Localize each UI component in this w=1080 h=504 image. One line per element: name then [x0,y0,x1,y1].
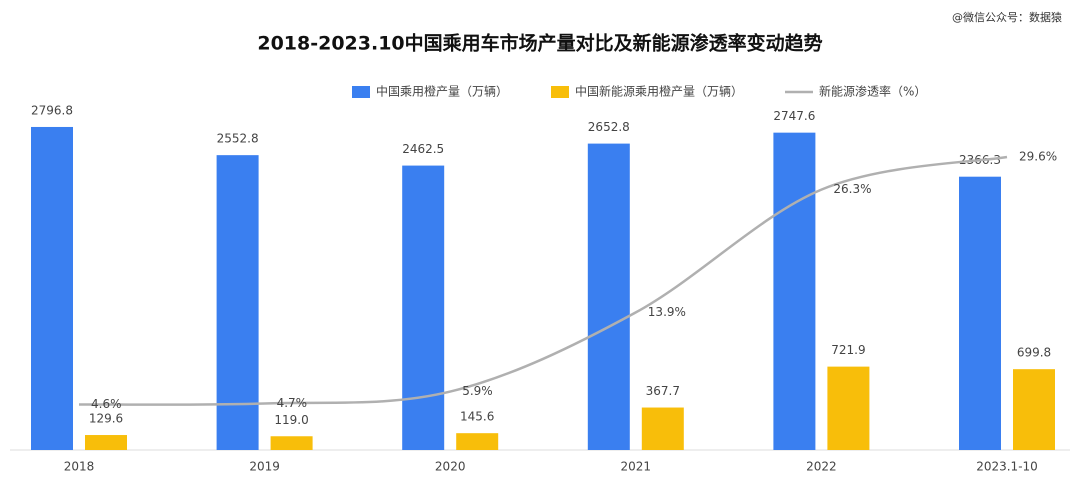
legend-swatch [352,86,370,98]
x-tick-label: 2023.1-10 [976,460,1038,474]
bar [216,155,259,450]
bar [587,143,630,450]
bar-value-label: 145.6 [460,410,494,424]
line [78,155,1008,406]
bar-value-label: 129.6 [89,412,123,426]
line-value-label: 13.9% [648,305,686,319]
bar [641,407,684,450]
bar [270,436,313,450]
line-value-label: 29.6% [1019,149,1057,163]
bar-value-label: 2462.5 [402,142,444,156]
line-value-label: 5.9% [462,384,493,398]
bar [959,176,1001,450]
legend-label: 中国乘用橙产量（万辆） [376,84,508,99]
line-value-label: 26.3% [833,182,871,196]
bar-value-label: 2796.8 [31,103,73,117]
bar [456,433,499,450]
chart-title: 2018-2023.10中国乘用车市场产量对比及新能源渗透率变动趋势 [257,32,822,55]
bar [85,435,127,450]
x-tick-label: 2018 [64,460,95,474]
x-tick-label: 2022 [806,460,837,474]
x-tick-label: 2019 [249,460,280,474]
bar-value-label: 2652.8 [588,120,630,134]
line-value-label: 4.7% [277,396,308,410]
legend-label: 新能源渗透率（%） [819,84,926,99]
bar [827,366,870,450]
line-value-label: 4.6% [91,397,122,411]
bar [773,132,816,450]
bar-value-label: 2552.8 [217,132,259,146]
bar-value-label: 2747.6 [773,109,815,123]
bar [402,165,445,451]
bar [31,126,73,450]
x-tick-label: 2020 [435,460,466,474]
x-tick-label: 2021 [621,460,652,474]
bar-value-label: 699.8 [1017,346,1051,360]
legend-label: 中国新能源乘用橙产量（万辆） [575,84,743,99]
legend-swatch [551,86,569,98]
bar-value-label: 119.0 [274,413,308,427]
bar [1013,369,1055,450]
bar-value-label: 367.7 [646,384,680,398]
bar-value-label: 721.9 [831,343,865,357]
watermark: @微信公众号：数据猿 [952,10,1062,24]
